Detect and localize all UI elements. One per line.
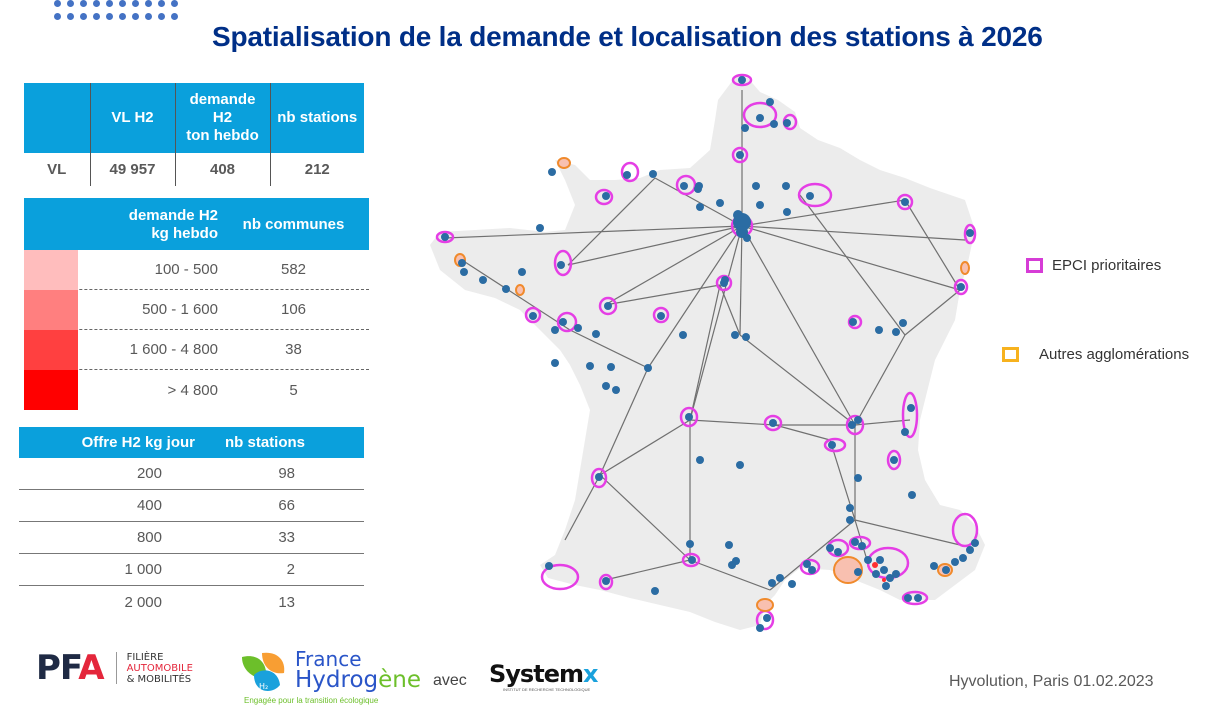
autres-legend-swatch: [1002, 347, 1019, 362]
header-demande-h2: demande H2: [128, 207, 218, 224]
count-cell: 106: [280, 301, 307, 318]
demande-table-header: demande H2 kg hebdo nb communes: [24, 198, 369, 250]
header-vl-h2: VL H2: [89, 83, 175, 153]
table-row: 1 000 2: [19, 554, 364, 586]
legend-autres-label: Autres agglomérations: [1039, 346, 1190, 363]
table-row: 2 000 13: [124, 593, 295, 611]
count-cell: 582: [280, 261, 307, 278]
range-cell: 1 600 - 4 800: [129, 341, 218, 358]
demande-table: demande H2 kg hebdo nb communes 100 - 50…: [24, 198, 369, 410]
systemx-logo: Systemx INSTITUT DE RECHERCHE TECHNOLOGI…: [489, 660, 599, 692]
event-footer: Hyvolution, Paris 01.02.2023: [949, 673, 1154, 690]
france-map: [430, 73, 985, 632]
header-nb-stations: nb stations: [269, 83, 364, 153]
header-nb-communes: nb communes: [242, 216, 345, 233]
table-row: 800 33: [19, 522, 364, 554]
count-cell: 38: [285, 341, 302, 358]
leaf-logo-icon: H₂: [242, 652, 285, 691]
cell-nb-stations: 212: [269, 153, 364, 186]
legend-epci: EPCI prioritaires: [1026, 257, 1161, 274]
color-swatch: [24, 289, 78, 330]
offre-table: Offre H2 kg jour nb stations 200 98 400 66…: [19, 427, 364, 618]
high-demand-zones: [872, 562, 886, 582]
pfa-logo: PFA FILIÈRE AUTOMOBILE & MOBILITÉS: [36, 648, 193, 688]
svg-text:H₂: H₂: [259, 682, 268, 691]
header-demande: demande H2 ton hebdo: [174, 83, 270, 153]
table-row: VL 49 957 408 212: [24, 153, 364, 186]
header-kg-hebdo: kg hebdo: [151, 225, 218, 242]
epci-outlines: [435, 73, 979, 631]
legend-epci-label: EPCI prioritaires: [1052, 257, 1162, 274]
range-cell: > 4 800: [167, 381, 218, 399]
avec-label: avec: [433, 672, 467, 689]
fh-tagline: Engagée pour la transition écologique: [244, 696, 379, 705]
table-row: 200 98: [19, 458, 364, 490]
offre-table-header: Offre H2 kg jour nb stations: [19, 427, 364, 458]
table-row: 100 - 500 582: [24, 249, 369, 290]
decorative-dots: [54, 0, 178, 23]
table-row: 500 - 1 600 106: [24, 289, 369, 330]
color-swatch: [24, 249, 78, 290]
range-cell: 100 - 500: [154, 261, 218, 278]
header-empty: [24, 83, 90, 153]
epci-legend-swatch: [1026, 258, 1043, 273]
cell-demande: 408: [174, 153, 270, 186]
station-dots: [441, 76, 979, 632]
vl-summary-table: VL H2 demande H2 ton hebdo nb stations V…: [24, 83, 364, 186]
color-swatch: [24, 329, 78, 370]
color-swatch: [24, 370, 78, 410]
row-label: VL: [47, 161, 67, 178]
road-network: [444, 90, 966, 591]
count-cell: 5: [289, 381, 298, 399]
table-row: 1 600 - 4 800 38: [24, 329, 369, 370]
header-nb-stations: nb stations: [224, 434, 305, 451]
table-row: 400 66: [19, 490, 364, 522]
france-hydrogene-logo: H₂ France Hydrogène Engagée pour la tran…: [240, 649, 421, 705]
header-offre: Offre H2 kg jour: [81, 434, 195, 451]
legend-autres: Autres agglomérations: [1002, 346, 1189, 363]
page-title: Spatialisation de la demande et localisa…: [212, 21, 1043, 52]
cell-vl-h2: 49 957: [89, 153, 175, 186]
range-cell: 500 - 1 600: [142, 301, 218, 318]
table-row: > 4 800 5: [24, 370, 369, 410]
